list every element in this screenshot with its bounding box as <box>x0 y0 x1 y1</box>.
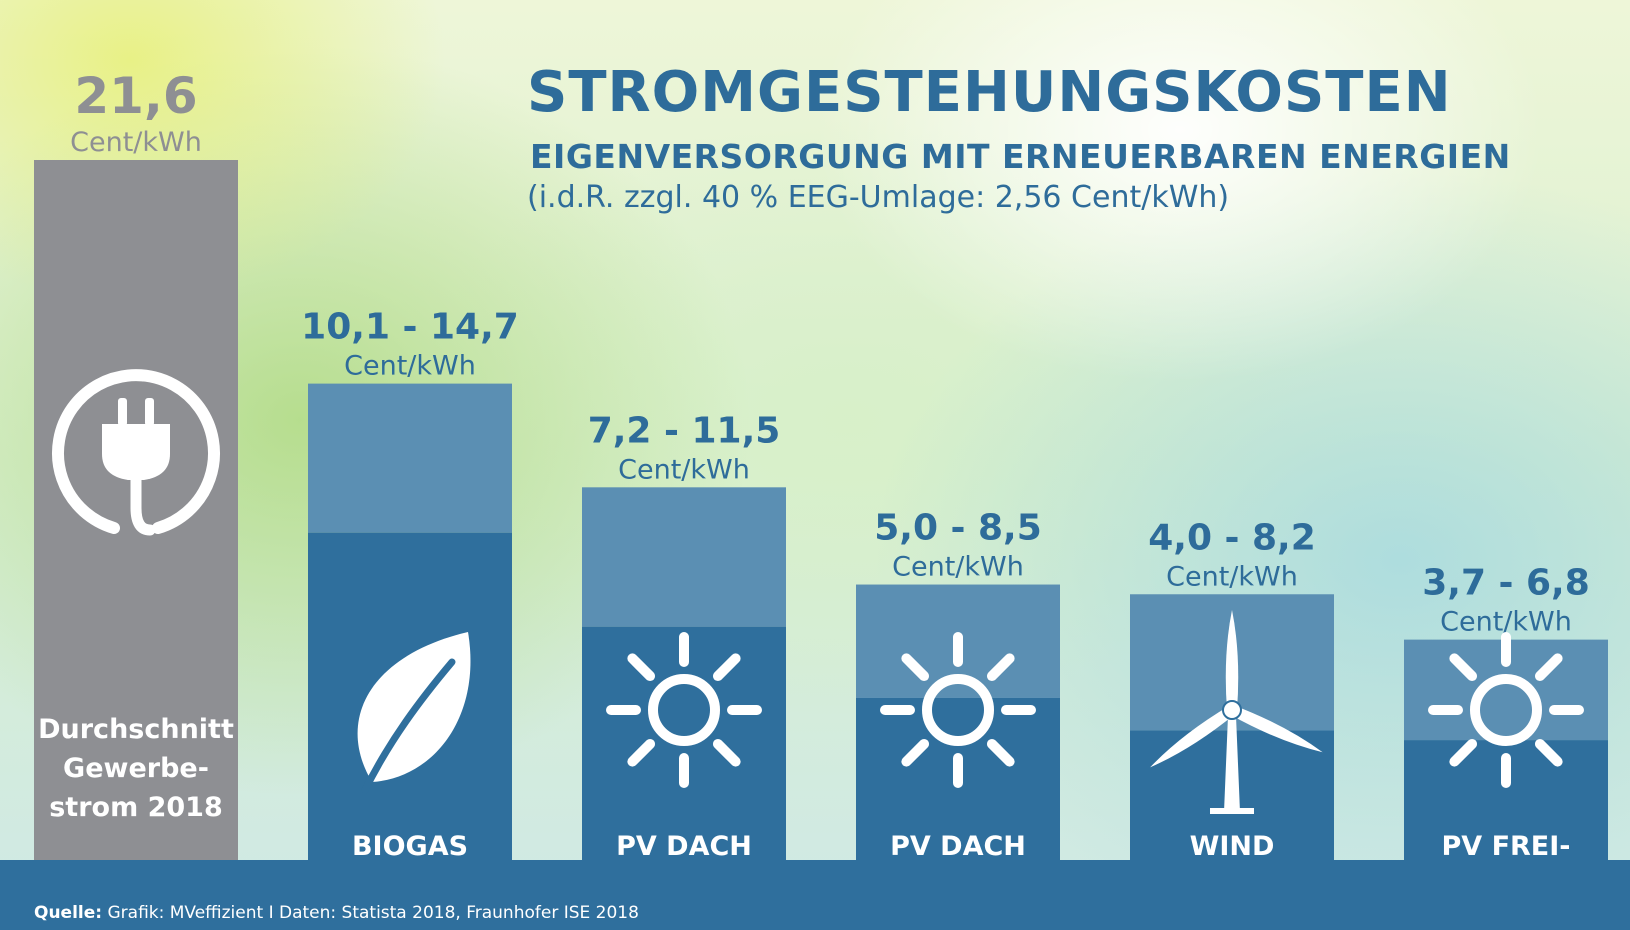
value-label: 5,0 - 8,5 <box>874 508 1042 549</box>
bar-upper-range <box>308 383 512 533</box>
category-label: Durchschnitt <box>38 714 234 745</box>
chart-title: STROMGESTEHUNGSKOSTEN <box>527 60 1452 125</box>
value-label: 7,2 - 11,5 <box>588 410 781 451</box>
source-line: Quelle: Grafik: MVeffizient I Daten: Sta… <box>34 903 639 923</box>
source-label: Quelle: <box>34 903 103 923</box>
category-label: BIOGAS <box>352 831 468 862</box>
sun-icon <box>880 632 1036 788</box>
unit-label: Cent/kWh <box>344 351 476 382</box>
sun-icon <box>606 632 762 788</box>
sun-icon <box>1428 632 1584 788</box>
chart-note: (i.d.R. zzgl. 40 % EEG-Umlage: 2,56 Cent… <box>527 180 1230 215</box>
category-label: strom 2018 <box>49 792 223 823</box>
value-label: 21,6 <box>74 67 197 125</box>
unit-label: Cent/kWh <box>892 552 1024 583</box>
category-label: PV DACH <box>890 831 1026 862</box>
bar-upper-range <box>582 487 786 627</box>
unit-label: Cent/kWh <box>1166 561 1298 592</box>
category-label: PV DACH <box>616 831 752 862</box>
plug-icon <box>52 369 220 536</box>
category-label: PV FREI- <box>1441 831 1570 862</box>
source-text: Grafik: MVeffizient I Daten: Statista 20… <box>107 903 639 923</box>
chart-subtitle: EIGENVERSORGUNG MIT ERNEUERBAREN ENERGIE… <box>530 137 1511 176</box>
value-label: 3,7 - 6,8 <box>1422 563 1590 604</box>
category-label: Gewerbe- <box>63 753 209 784</box>
value-label: 10,1 - 14,7 <box>301 307 519 348</box>
unit-label: Cent/kWh <box>618 454 750 485</box>
footer-bar <box>0 860 1630 930</box>
category-label: WIND <box>1190 831 1275 862</box>
value-label: 4,0 - 8,2 <box>1148 517 1316 558</box>
leaf-icon <box>357 632 471 794</box>
unit-label: Cent/kWh <box>70 127 202 158</box>
wind-turbine-icon <box>1150 610 1323 814</box>
